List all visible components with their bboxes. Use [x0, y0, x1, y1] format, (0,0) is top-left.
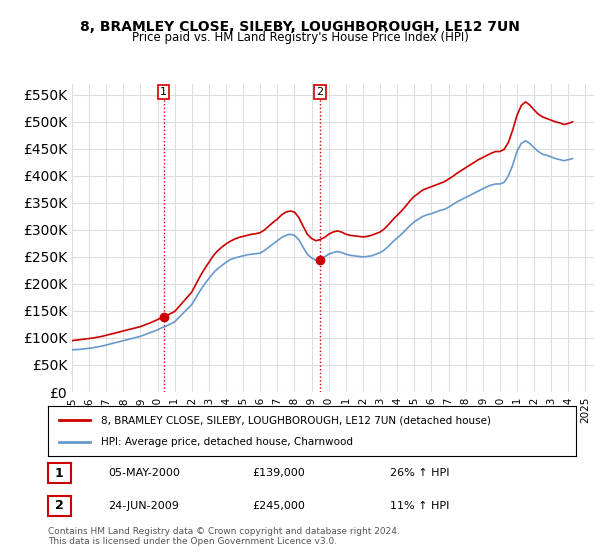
Text: 8, BRAMLEY CLOSE, SILEBY, LOUGHBOROUGH, LE12 7UN (detached house): 8, BRAMLEY CLOSE, SILEBY, LOUGHBOROUGH, …	[101, 415, 491, 425]
Text: £245,000: £245,000	[252, 501, 305, 511]
Text: 8, BRAMLEY CLOSE, SILEBY, LOUGHBOROUGH, LE12 7UN: 8, BRAMLEY CLOSE, SILEBY, LOUGHBOROUGH, …	[80, 20, 520, 34]
Text: 05-MAY-2000: 05-MAY-2000	[108, 468, 180, 478]
Text: £139,000: £139,000	[252, 468, 305, 478]
Text: 26% ↑ HPI: 26% ↑ HPI	[390, 468, 449, 478]
Text: Price paid vs. HM Land Registry's House Price Index (HPI): Price paid vs. HM Land Registry's House …	[131, 31, 469, 44]
Text: HPI: Average price, detached house, Charnwood: HPI: Average price, detached house, Char…	[101, 437, 353, 447]
Text: Contains HM Land Registry data © Crown copyright and database right 2024.
This d: Contains HM Land Registry data © Crown c…	[48, 526, 400, 546]
Text: 1: 1	[55, 466, 64, 480]
Text: 11% ↑ HPI: 11% ↑ HPI	[390, 501, 449, 511]
Text: 2: 2	[316, 87, 323, 97]
Text: 24-JUN-2009: 24-JUN-2009	[108, 501, 179, 511]
Text: 2: 2	[55, 499, 64, 512]
Text: 1: 1	[160, 87, 167, 97]
